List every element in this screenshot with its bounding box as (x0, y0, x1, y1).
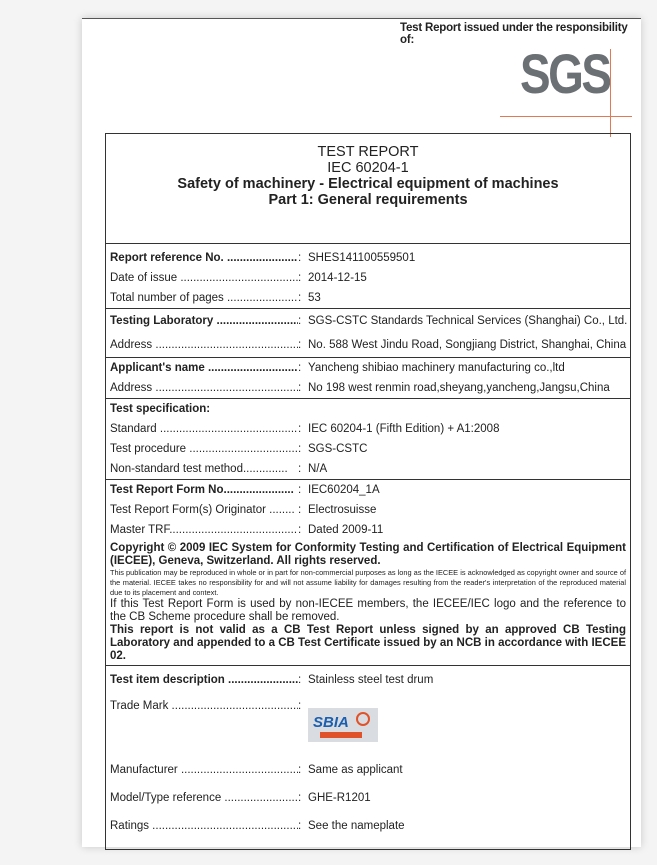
issued-by-text: Test Report issued under the responsibil… (400, 22, 628, 46)
test-spec-heading: Test specification: (110, 403, 211, 415)
document-page: Test Report issued under the responsibil… (82, 18, 641, 850)
field-row: Address ................................… (110, 382, 610, 394)
sgs-logo: SGS (500, 41, 632, 141)
field-row: Applicant's name .......................… (110, 362, 565, 374)
field-row: Test Report Form(s) Originator ........:… (110, 504, 377, 516)
field-row: Testing Laboratory .....................… (110, 315, 628, 327)
field-row: Address ................................… (110, 339, 627, 351)
trademark-logo: SBIA (308, 708, 378, 742)
field-row: Model/Type reference ...................… (110, 792, 371, 804)
report-title: TEST REPORT IEC 60204-1 Safety of machine… (106, 134, 630, 244)
report-table: TEST REPORT IEC 60204-1 Safety of machine… (105, 133, 631, 850)
field-row: Date of issue ..........................… (110, 272, 367, 284)
field-row: Test Report Form No.....................… (110, 484, 380, 496)
field-row: Standard ...............................… (110, 423, 500, 435)
field-row: Test procedure .........................… (110, 443, 368, 455)
field-row: Master TRF..............................… (110, 524, 384, 536)
field-row: Report reference No. ...................… (110, 252, 416, 264)
field-row: Manufacturer ...........................… (110, 764, 403, 776)
field-row: Trade Mark .............................… (106, 694, 630, 756)
field-row: Ratings ................................… (110, 820, 405, 832)
field-row: Total number of pages ..................… (110, 292, 321, 304)
copyright-block: Copyright © 2009 IEC System for Conformi… (110, 542, 626, 662)
field-row: Test item description ..................… (110, 674, 434, 686)
field-row: Non-standard test method..............: N… (110, 463, 328, 475)
